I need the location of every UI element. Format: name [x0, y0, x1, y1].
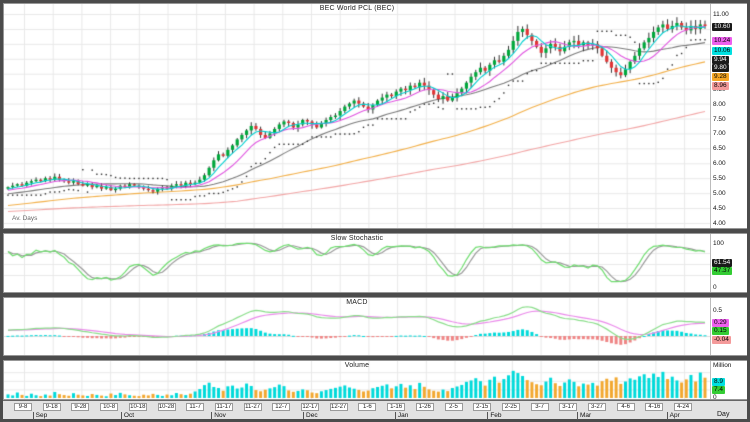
- month-label: Nov: [211, 412, 226, 420]
- macd-title: MACD: [346, 299, 368, 306]
- stochastic-chart-canvas[interactable]: [4, 234, 710, 292]
- axis-tick-label: 7.00: [713, 130, 726, 138]
- date-tick-label: 10-18: [128, 403, 147, 411]
- price-label-box: 61.54: [712, 259, 733, 267]
- date-tick-label: 1-26: [415, 403, 434, 411]
- price-label-box: 0.29: [712, 319, 729, 327]
- volume-chart-canvas[interactable]: [4, 361, 710, 399]
- main-price-panel: BEC World PCL (BEC) Av. Days 11.008.508.…: [3, 3, 747, 229]
- price-label-box: 47.37: [712, 267, 733, 275]
- axis-tick-label: 4.50: [713, 205, 726, 213]
- volume-panel: Volume Million508.97.4: [3, 360, 747, 401]
- month-label: Feb: [487, 412, 502, 420]
- date-tick-label: 2-25: [501, 403, 520, 411]
- macd-axis: 0.5 0.29 0.15 -0.04: [710, 298, 747, 355]
- stochastic-axis: 100 0 61.54 47.37: [710, 234, 747, 292]
- date-tick-label: 2-5: [444, 403, 463, 411]
- axis-tick-label: Million: [713, 362, 732, 369]
- axis-unit-label: Day: [717, 411, 730, 418]
- axis-tick-label: 0: [713, 394, 717, 401]
- price-label-box: 7.4: [712, 386, 726, 394]
- month-label: Sep: [32, 412, 47, 420]
- month-label: Mar: [576, 412, 591, 420]
- price-label-box: -0.04: [712, 336, 731, 344]
- volume-title: Volume: [344, 362, 370, 369]
- time-axis: Day 9-8 9-18 9-28 10-8 10-18 10-28 11-7 11-17 11…: [3, 400, 747, 420]
- axis-tick-label: 4.00: [713, 220, 726, 227]
- date-tick-label: 3-27: [588, 403, 606, 411]
- stochastic-title: Slow Stochastic: [330, 235, 384, 242]
- axis-tick-label: 11.00: [713, 11, 729, 18]
- axis-tick-label: 100: [713, 240, 724, 247]
- date-tick-label: 9-28: [71, 403, 90, 411]
- month-label: Dec: [303, 412, 318, 420]
- chart-title: BEC World PCL (BEC): [319, 5, 395, 12]
- price-label-box: 10.24: [712, 37, 733, 45]
- macd-chart-canvas[interactable]: [4, 298, 710, 355]
- price-label-box: 10.06: [712, 47, 733, 55]
- axis-tick-label: 5.50: [713, 175, 726, 183]
- price-label-box: 9.80: [712, 64, 729, 72]
- date-tick-label: 4-6: [616, 403, 635, 411]
- month-label: Jan: [394, 412, 408, 420]
- date-tick-label: 11-27: [243, 403, 262, 411]
- date-tick-label: 11-7: [186, 403, 205, 411]
- price-label-box: 8.96: [712, 82, 729, 90]
- date-tick-label: 10-28: [157, 403, 176, 411]
- watermark-label: Av. Days: [12, 215, 38, 222]
- volume-axis: Million508.97.4: [710, 361, 747, 401]
- date-tick-label: 11-17: [214, 403, 233, 411]
- axis-tick-label: 0: [713, 284, 717, 291]
- date-tick-label: 4-24: [674, 403, 693, 411]
- price-label-box: 8.9: [712, 378, 726, 386]
- date-tick-label: 12-27: [329, 403, 348, 411]
- price-label-box: 10.60: [712, 23, 733, 31]
- date-tick-label: 12-17: [301, 403, 319, 411]
- stochastic-panel: Slow Stochastic 100 0 61.54 47.37: [3, 233, 747, 293]
- axis-tick-label: 6.00: [713, 160, 726, 168]
- date-tick-label: 9-8: [14, 403, 32, 411]
- axis-tick-label: 0.5: [713, 307, 723, 314]
- date-tick-label: 9-18: [42, 403, 61, 411]
- price-label-box: 9.28: [712, 73, 729, 81]
- date-tick-label: 3-7: [530, 403, 549, 411]
- main-price-axis: 11.008.508.007.507.006.506.005.505.004.5…: [710, 4, 747, 228]
- axis-tick-label: 8.00: [713, 100, 726, 108]
- date-tick-label: 3-17: [559, 403, 578, 411]
- price-label-box: 9.94: [712, 56, 729, 64]
- price-label-box: 0.15: [712, 327, 729, 335]
- date-tick-label: 10-8: [100, 403, 119, 411]
- axis-tick-label: 5.00: [713, 190, 726, 198]
- date-tick-label: 2-15: [473, 403, 492, 411]
- date-tick-label: 1-6: [358, 403, 377, 411]
- axis-tick-label: 6.50: [713, 145, 726, 153]
- main-chart-canvas[interactable]: [4, 4, 710, 228]
- date-tick-label: 12-7: [272, 403, 291, 411]
- macd-panel: MACD 0.5 0.29 0.15 -0.04: [3, 297, 747, 356]
- month-label: Apr: [666, 412, 680, 420]
- axis-tick-label: 7.50: [713, 115, 726, 123]
- date-tick-label: 1-16: [387, 403, 406, 411]
- date-tick-label: 4-16: [645, 403, 664, 411]
- month-label: Oct: [120, 412, 134, 420]
